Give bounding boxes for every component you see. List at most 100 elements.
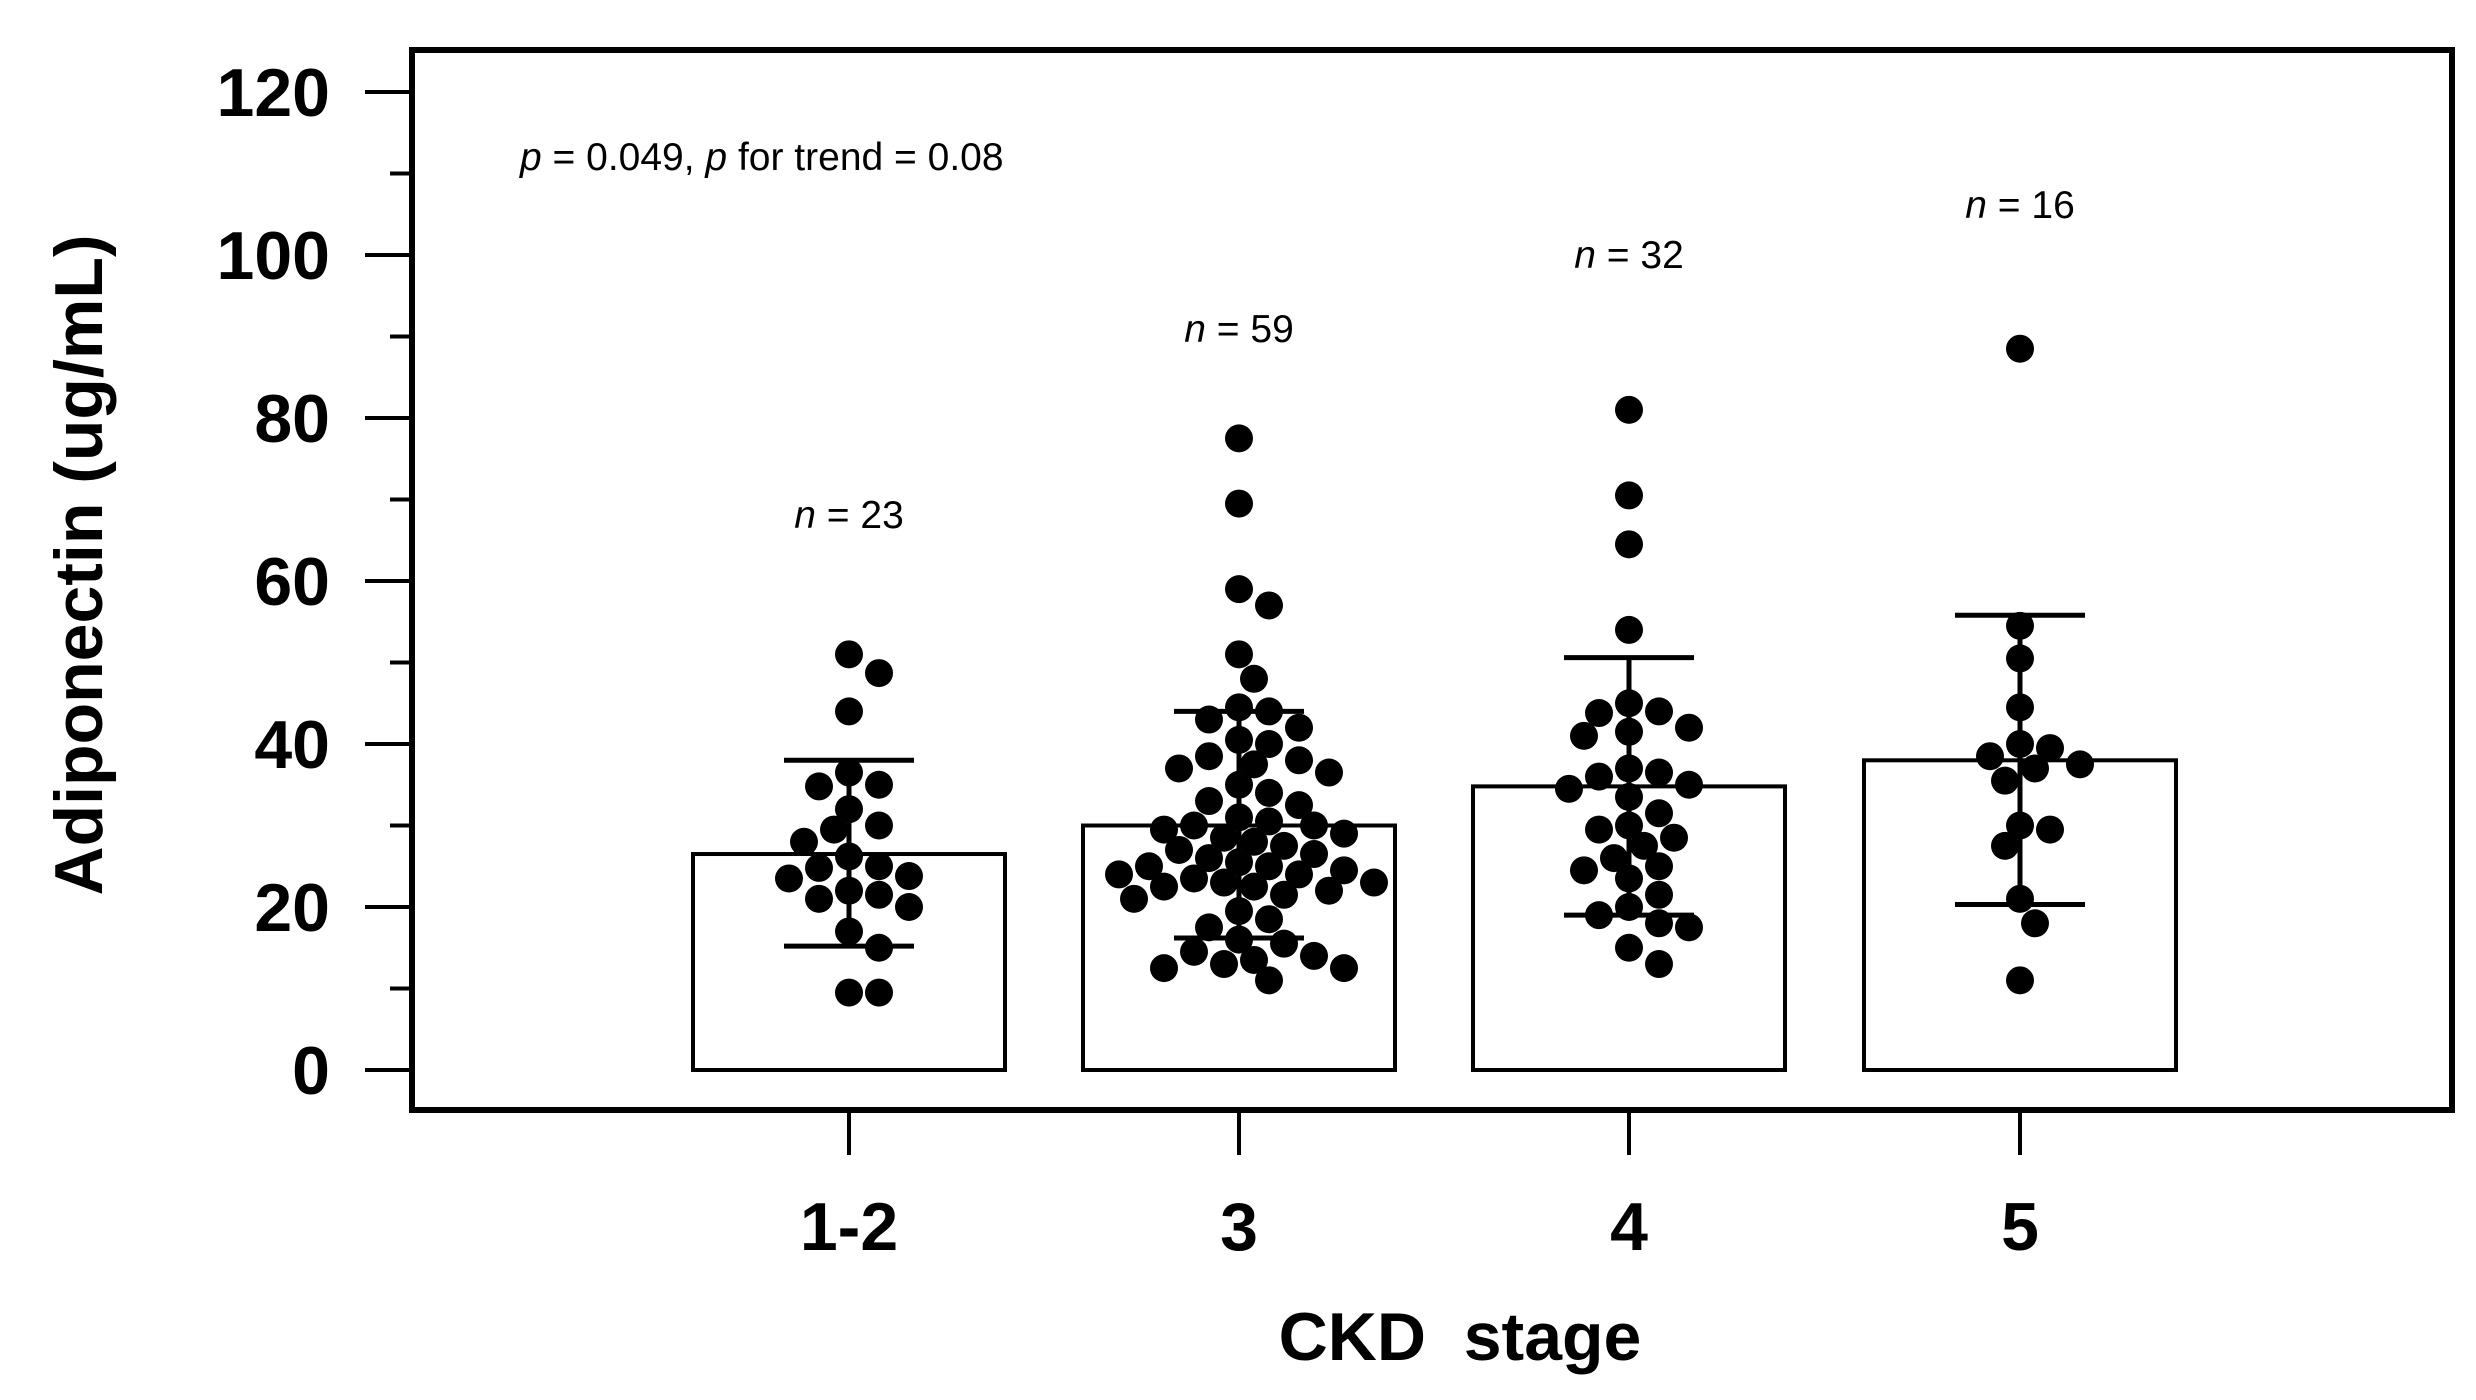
data-point [1645,950,1673,979]
n-label-symbol: n [1184,308,1206,351]
data-point [2006,334,2034,363]
data-point [1255,966,1283,995]
data-point [1270,880,1298,909]
data-point [865,770,893,799]
data-point [1135,852,1163,881]
data-point [865,659,893,688]
stats-annotation: p = 0.049, p for trend = 0.08 [519,136,1004,179]
data-point [1120,884,1148,913]
data-point [1255,778,1283,807]
data-point [805,884,833,913]
n-label-value: = 32 [1596,234,1684,277]
data-point [1645,697,1673,726]
data-point [1991,831,2019,860]
data-point [1225,489,1253,518]
data-point [835,697,863,726]
data-point [1270,831,1298,860]
data-point [1675,713,1703,742]
stats-text-1: = 0.049, [542,136,706,179]
data-point [1180,937,1208,966]
y-tick-label: 0 [292,1033,330,1109]
data-point [1165,754,1193,783]
n-label: n = 32 [1574,234,1684,277]
data-point [1315,876,1343,905]
x-tick-label: 4 [1610,1189,1648,1265]
data-point [1645,758,1673,787]
data-point [835,640,863,669]
y-tick-label: 40 [254,707,330,783]
n-label-symbol: n [1965,184,1987,227]
data-point [1585,762,1613,791]
data-point [1195,913,1223,942]
data-point [1210,950,1238,979]
data-point [1645,799,1673,828]
data-point [2066,750,2094,779]
data-point [1630,831,1658,860]
data-point [1600,844,1628,873]
data-point [1285,713,1313,742]
data-point [1555,774,1583,803]
data-point [1285,860,1313,889]
data-point [1240,945,1268,974]
data-point [2021,909,2049,938]
data-point [1150,815,1178,844]
data-point [1240,750,1268,779]
n-label: n = 59 [1184,308,1294,351]
data-point [1330,819,1358,848]
data-point [1615,481,1643,510]
data-point [1330,856,1358,885]
data-point [1585,815,1613,844]
data-point [1195,742,1223,771]
data-point [1225,693,1253,722]
n-label-symbol: n [794,494,816,537]
data-point [1255,807,1283,836]
data-point [1300,840,1328,869]
y-tick-label: 20 [254,870,330,946]
n-label: n = 16 [1965,184,2075,227]
data-point [1210,868,1238,897]
data-point [805,772,833,801]
data-point [2021,754,2049,783]
data-point [805,853,833,882]
n-label-value: = 59 [1206,308,1294,351]
n-label-value: = 23 [816,494,904,537]
data-point [865,880,893,909]
data-point [1615,530,1643,559]
n-label-symbol: n [1574,234,1596,277]
stats-text-2: for trend = 0.08 [727,136,1003,179]
data-point [1210,823,1238,852]
x-tick-label: 5 [2001,1189,2039,1265]
y-axis: 0 20 40 60 80 100 120 [217,55,412,1109]
data-point [1150,872,1178,901]
data-point [1645,880,1673,909]
x-axis: 1-2 3 4 5 [800,1110,2039,1265]
data-point [865,852,893,881]
data-point [1105,860,1133,889]
data-point [1240,664,1268,693]
data-point [1645,852,1673,881]
data-point [1180,864,1208,893]
data-point [2006,966,2034,995]
x-axis-title: CKD stage [1279,1299,1642,1375]
data-point [1976,742,2004,771]
data-point [1225,640,1253,669]
data-point [1615,933,1643,962]
data-point [1285,746,1313,775]
y-tick-label: 80 [254,381,330,457]
data-point [1255,852,1283,881]
data-point [1675,770,1703,799]
error-bars-layer: n = 23n = 59n = 32n = 16 [784,184,2085,949]
stats-p-symbol-2: p [704,136,727,179]
data-point [1240,827,1268,856]
data-point [1270,929,1298,958]
data-point [1255,905,1283,934]
data-point [1570,721,1598,750]
data-point [1300,811,1328,840]
data-point [895,862,923,891]
data-point [1255,591,1283,620]
n-label: n = 23 [794,494,904,537]
data-point [2036,815,2064,844]
data-point [1660,823,1688,852]
data-point [835,978,863,1007]
